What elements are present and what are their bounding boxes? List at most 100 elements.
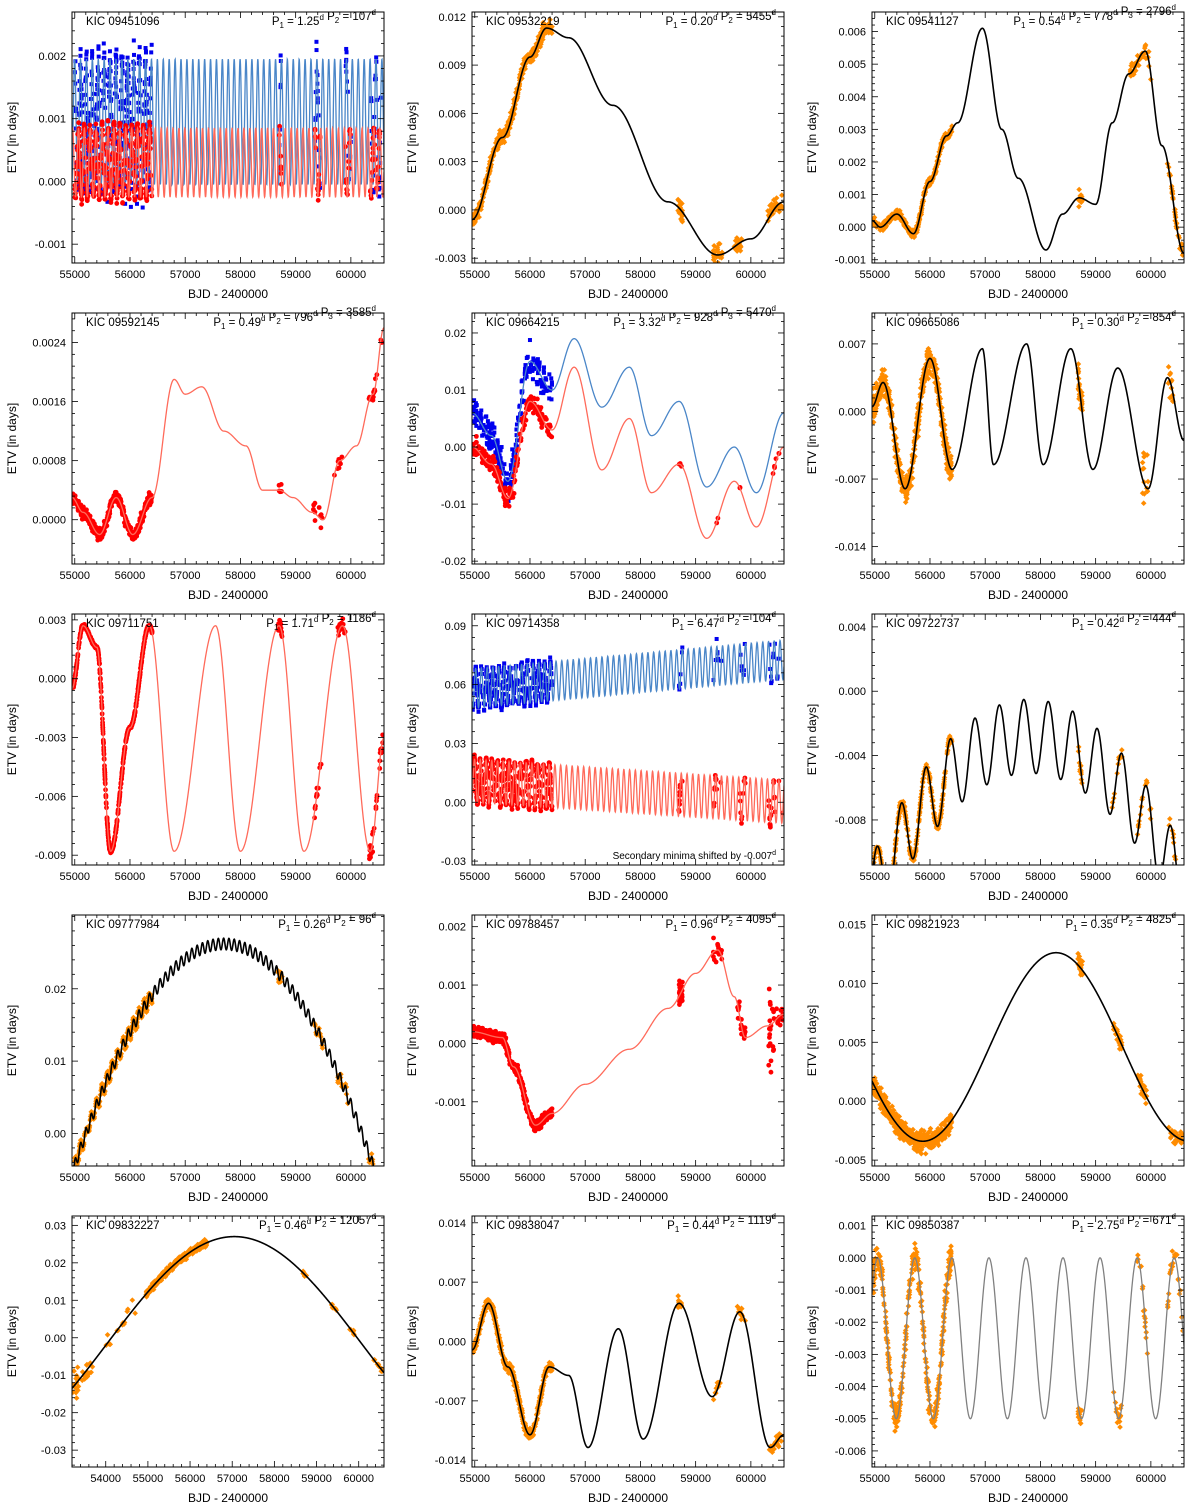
y-tick-label: 0.00 (445, 442, 466, 454)
etv-panel: 55000 56000 57000 58000 59000 60000 -0.03 0.00 0… (400, 604, 800, 905)
period-label: P1 = 0.30d P2 = 854d (1072, 309, 1176, 331)
x-axis: 55000 56000 57000 58000 59000 60000 (59, 12, 385, 281)
x-tick-label: 55000 (459, 570, 490, 582)
data-point (311, 502, 317, 508)
y-tick-label: 0.0016 (32, 397, 66, 409)
x-axis: 55000 56000 57000 58000 59000 60000 (859, 313, 1185, 582)
data-point (374, 55, 379, 60)
data-point (312, 518, 318, 523)
data-point (511, 111, 517, 118)
x-tick-label: 58000 (1025, 269, 1056, 281)
model-curve-combined (872, 27, 1184, 255)
data-point (1140, 465, 1147, 472)
data-point (316, 505, 322, 510)
data-point (872, 214, 878, 221)
period-label: P1 = 0.20d P2 = 5455d (665, 8, 776, 30)
data-point (714, 636, 719, 641)
data-point (514, 427, 519, 432)
y-tick-label: 0.000 (838, 406, 866, 418)
data-point (1076, 203, 1082, 210)
data-point (96, 197, 102, 202)
model-curve-secondary (472, 338, 784, 494)
data-point (481, 422, 486, 427)
data-point (110, 190, 115, 195)
data-point (772, 200, 778, 207)
data-point (149, 42, 154, 47)
data-point (946, 476, 953, 482)
data-point (101, 41, 106, 46)
x-tick-label: 56000 (115, 269, 146, 281)
model-curve-combined (472, 27, 784, 256)
plot-area (72, 327, 384, 543)
y-tick-label: 0.000 (438, 205, 466, 217)
x-tick-label: 56000 (515, 269, 546, 281)
etv-panel: 55000 56000 57000 58000 59000 60000 0.0000 0.00… (0, 303, 400, 604)
period-label: P1 = 1.71d P2 = 1186d (266, 610, 376, 632)
data-point (123, 184, 128, 189)
data-point (370, 397, 376, 403)
y-tick-label: 0.0008 (32, 456, 66, 468)
data-point (530, 57, 536, 64)
data-point (79, 197, 85, 203)
data-point (539, 381, 544, 386)
y-tick-label: 0.000 (38, 176, 66, 188)
data-point (675, 196, 681, 203)
data-point (940, 416, 947, 423)
data-point (903, 225, 909, 231)
data-point (489, 425, 494, 430)
data-point (534, 361, 539, 366)
data-point (476, 214, 482, 220)
data-point (543, 385, 548, 390)
x-tick-label: 60000 (1136, 570, 1167, 582)
data-point (138, 510, 144, 516)
plot-frame (471, 312, 785, 565)
data-point (1076, 186, 1082, 193)
x-tick-label: 60000 (736, 269, 767, 281)
data-point (136, 55, 141, 60)
y-axis-label: ETV [in days] (405, 403, 419, 474)
data-point (541, 365, 546, 370)
data-point (84, 52, 89, 57)
data-point (929, 356, 936, 362)
data-point (473, 433, 479, 439)
y-tick-label: 0.004 (838, 92, 866, 104)
data-point (129, 187, 134, 192)
data-point (532, 366, 537, 371)
data-point (899, 488, 905, 494)
data-point (893, 441, 900, 447)
data-point (84, 49, 89, 54)
data-point (486, 422, 491, 427)
x-tick-label: 58000 (1025, 570, 1056, 582)
plot-area (872, 343, 1184, 507)
etv-chart: 55000 56000 57000 58000 59000 60000-0.009-0.0… (5, 610, 385, 903)
y-tick-label: 0.001 (838, 190, 866, 202)
y-axis: -0.0010.0000.0010.0020.0030.0040.0050.00… (835, 11, 1184, 267)
data-point (544, 388, 549, 393)
data-point (519, 389, 524, 394)
data-point (773, 195, 780, 201)
x-axis: 55000 56000 57000 58000 59000 60000 (459, 12, 785, 281)
data-point (1141, 454, 1147, 460)
data-point (143, 195, 149, 201)
data-point (948, 467, 955, 474)
data-point (114, 201, 120, 206)
data-point (380, 732, 384, 738)
y-axis: -0.02-0.010.000.010.02 (441, 321, 784, 568)
data-point (902, 476, 909, 482)
data-point (131, 80, 136, 85)
etv-chart: 55000 56000 57000 58000 59000 60000-0.0010.00… (805, 3, 1185, 301)
x-tick-label: 55000 (859, 570, 890, 582)
y-tick-label: 0.001 (38, 114, 66, 126)
data-point (523, 363, 528, 368)
data-point (135, 122, 140, 128)
x-axis: 55000 56000 57000 58000 59000 60000 (59, 313, 385, 582)
star-id-label: KIC 09665086 (886, 317, 960, 329)
y-tick-label: 0.0000 (32, 515, 66, 527)
data-point (509, 479, 514, 484)
data-point (498, 446, 503, 451)
data-point (897, 461, 904, 468)
etv-panel: 55000 56000 57000 58000 59000 60000 -0.02 -0.01… (400, 303, 800, 604)
data-point (508, 463, 513, 468)
data-point (527, 338, 532, 343)
data-point (497, 453, 502, 458)
